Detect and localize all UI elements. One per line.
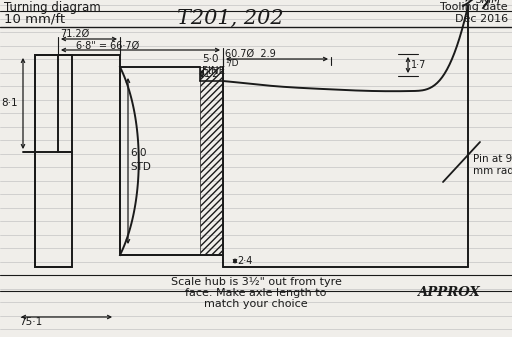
Text: 6·0: 6·0: [130, 148, 146, 158]
Text: 5·0: 5·0: [202, 54, 219, 64]
Text: 60.7Ø  2.9: 60.7Ø 2.9: [225, 49, 276, 59]
Text: face. Make axle length to: face. Make axle length to: [185, 288, 327, 298]
Text: APPROX: APPROX: [417, 286, 479, 300]
Text: 71.2Ø: 71.2Ø: [60, 29, 89, 39]
Text: Tooling date: Tooling date: [440, 2, 508, 12]
Text: 10 mm/ft: 10 mm/ft: [4, 12, 65, 26]
Text: STD: STD: [130, 162, 151, 172]
Text: Dec 2016: Dec 2016: [455, 14, 508, 24]
Text: FINE: FINE: [202, 66, 225, 76]
Text: 75·1: 75·1: [19, 317, 42, 327]
Text: 6·8" = 66·7Ø: 6·8" = 66·7Ø: [76, 41, 139, 51]
Text: 2·4: 2·4: [237, 256, 252, 266]
Text: ¹/D: ¹/D: [225, 59, 239, 67]
Text: 8·1: 8·1: [2, 98, 18, 109]
Text: 1·7: 1·7: [411, 60, 426, 70]
Text: T201, 202: T201, 202: [177, 8, 283, 28]
Text: Scale hub is 3½" out from tyre: Scale hub is 3½" out from tyre: [170, 277, 342, 287]
Text: Turning diagram: Turning diagram: [4, 0, 101, 13]
Text: SKIM: SKIM: [476, 0, 501, 5]
Text: Pin at 9.2
mm rad.: Pin at 9.2 mm rad.: [473, 154, 512, 176]
Text: match your choice: match your choice: [204, 299, 308, 309]
Text: 1·2: 1·2: [204, 69, 219, 79]
